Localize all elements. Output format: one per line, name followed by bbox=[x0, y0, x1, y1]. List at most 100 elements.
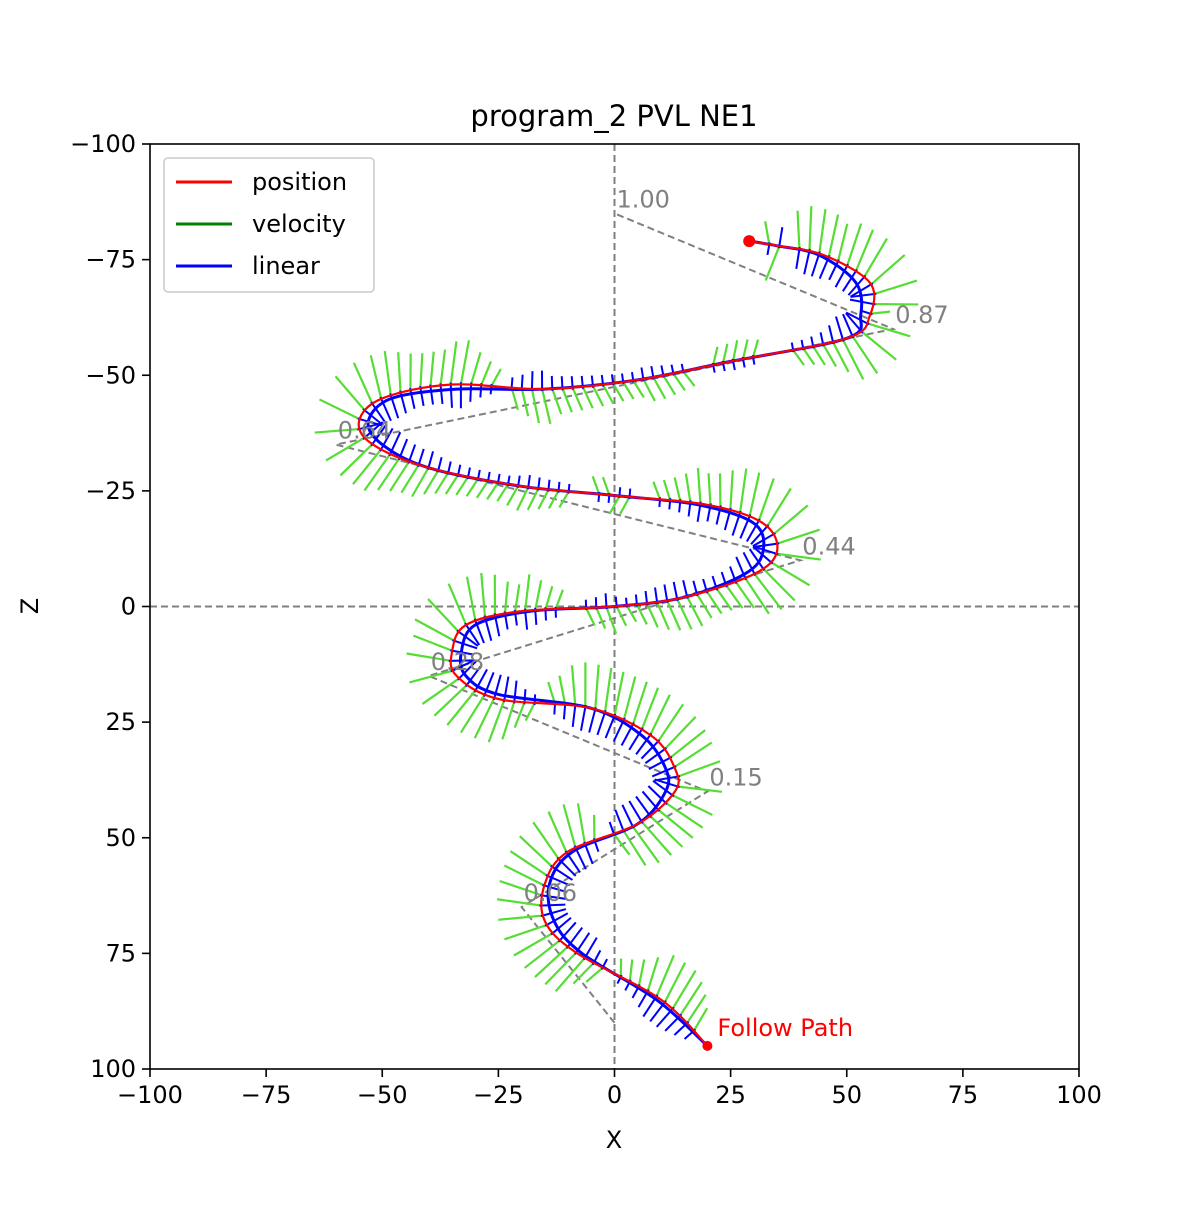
y-tick-label: −100 bbox=[70, 130, 136, 158]
velocity-tick bbox=[605, 668, 611, 712]
velocity-tick bbox=[633, 381, 644, 398]
linear-tick bbox=[541, 909, 566, 916]
linear-tick bbox=[573, 704, 576, 727]
velocity-tick bbox=[673, 971, 696, 1009]
velocity-tick bbox=[743, 340, 748, 360]
velocity-tick bbox=[526, 703, 535, 721]
velocity-tick bbox=[430, 352, 433, 387]
velocity-tick bbox=[477, 481, 488, 498]
annotation-label: 0.87 bbox=[895, 301, 948, 329]
start-marker bbox=[702, 1041, 712, 1051]
legend-label-velocity: velocity bbox=[252, 210, 346, 238]
velocity-tick bbox=[447, 690, 475, 725]
velocity-tick bbox=[630, 960, 632, 982]
velocity-tick bbox=[663, 375, 675, 394]
linear-tick bbox=[615, 810, 624, 832]
velocity-tick bbox=[573, 388, 583, 411]
velocity-tick bbox=[532, 389, 539, 423]
velocity-tick bbox=[522, 389, 528, 417]
velocity-tick bbox=[586, 608, 595, 626]
annotation-label: 1.00 bbox=[617, 185, 670, 213]
velocity-tick bbox=[446, 475, 458, 494]
velocity-tick bbox=[428, 599, 459, 632]
velocity-tick bbox=[467, 479, 478, 496]
velocity-tick bbox=[549, 491, 559, 509]
velocity-tick bbox=[633, 826, 659, 862]
velocity-tick bbox=[615, 672, 624, 716]
velocity-tick bbox=[514, 933, 553, 955]
velocity-tick bbox=[838, 224, 847, 262]
velocity-tick bbox=[674, 742, 711, 767]
velocity-tick bbox=[572, 665, 575, 705]
velocity-tick bbox=[713, 347, 717, 365]
x-tick-label: 50 bbox=[831, 1081, 862, 1109]
velocity-tick bbox=[753, 340, 758, 358]
velocity-tick bbox=[564, 804, 576, 847]
velocity-tick bbox=[525, 940, 560, 968]
velocity-tick bbox=[504, 925, 546, 939]
velocity-tick bbox=[434, 685, 466, 716]
annotation-label: 0.44 bbox=[802, 532, 855, 560]
x-tick-label: −100 bbox=[117, 1081, 183, 1109]
y-tick-label: 50 bbox=[105, 824, 136, 852]
velocity-tick bbox=[586, 968, 602, 982]
velocity-tick bbox=[535, 580, 541, 610]
velocity-tick bbox=[603, 477, 609, 495]
velocity-tick bbox=[707, 591, 722, 613]
chart-title: program_2 PVL NE1 bbox=[470, 99, 757, 133]
y-tick-label: −50 bbox=[85, 361, 136, 389]
linear-tick bbox=[622, 805, 633, 828]
velocity-tick bbox=[809, 206, 811, 251]
y-tick-label: −25 bbox=[85, 477, 136, 505]
velocity-tick bbox=[643, 379, 655, 401]
velocity-tick bbox=[623, 830, 645, 865]
x-tick-label: −25 bbox=[473, 1081, 524, 1109]
velocity-tick bbox=[371, 355, 381, 398]
velocity-tick bbox=[556, 958, 585, 991]
velocity-tick bbox=[471, 352, 480, 384]
velocity-tick bbox=[617, 606, 627, 625]
velocity-tick bbox=[538, 490, 548, 510]
velocity-tick bbox=[683, 371, 694, 386]
y-axis-title: Z bbox=[16, 598, 44, 614]
velocity-tick bbox=[562, 388, 571, 412]
x-tick-label: −50 bbox=[357, 1081, 408, 1109]
linear-tick bbox=[410, 388, 414, 409]
end-marker bbox=[743, 235, 755, 247]
velocity-tick bbox=[336, 376, 365, 410]
x-tick-label: 100 bbox=[1056, 1081, 1102, 1109]
legend-label-linear: linear bbox=[252, 252, 320, 280]
velocity-tick bbox=[750, 473, 760, 517]
velocity-tick bbox=[624, 677, 635, 720]
linear-tick bbox=[514, 681, 516, 704]
velocity-tick bbox=[698, 468, 701, 504]
linear-tick bbox=[504, 677, 508, 703]
velocity-tick bbox=[871, 312, 891, 314]
velocity-tick bbox=[487, 483, 498, 500]
velocity-tick bbox=[456, 477, 468, 495]
velocity-tick bbox=[461, 340, 469, 384]
velocity-tick bbox=[723, 344, 727, 363]
velocity-tick bbox=[686, 474, 690, 503]
velocity-tick bbox=[767, 488, 791, 526]
velocity-tick bbox=[874, 281, 917, 294]
velocity-tick bbox=[670, 730, 705, 758]
velocity-tick bbox=[745, 578, 769, 614]
velocity-tick bbox=[861, 331, 896, 359]
velocity-tick bbox=[627, 605, 636, 621]
velocity-tick bbox=[593, 476, 599, 494]
velocity-tick bbox=[667, 601, 680, 631]
velocity-tick bbox=[639, 960, 644, 987]
velocity-tick bbox=[491, 369, 500, 386]
velocity-tick bbox=[578, 803, 585, 843]
x-tick-label: 0 bbox=[607, 1081, 622, 1109]
velocity-tick bbox=[420, 353, 422, 388]
x-tick-label: −75 bbox=[241, 1081, 292, 1109]
velocity-tick bbox=[673, 373, 685, 390]
velocity-tick bbox=[449, 584, 466, 625]
y-tick-label: 100 bbox=[90, 1055, 136, 1083]
velocity-tick bbox=[658, 810, 693, 838]
